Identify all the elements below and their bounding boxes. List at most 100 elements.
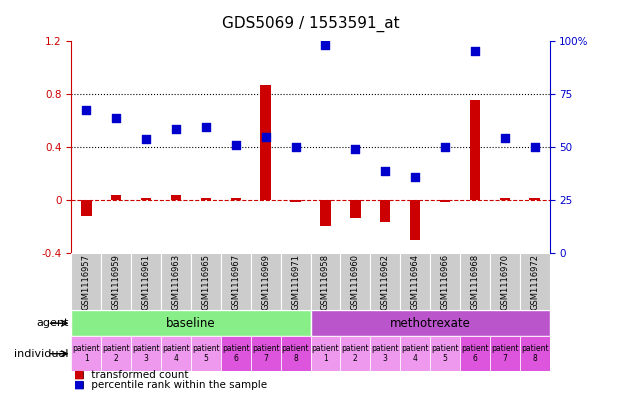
Bar <box>340 336 370 371</box>
Bar <box>380 200 391 222</box>
Point <box>201 124 211 130</box>
Text: ■  percentile rank within the sample: ■ percentile rank within the sample <box>75 380 266 390</box>
Bar <box>530 198 540 200</box>
Bar <box>520 336 550 371</box>
Bar <box>201 198 211 200</box>
Point <box>171 126 181 132</box>
Bar <box>340 253 370 310</box>
Point <box>291 144 301 151</box>
Text: ■: ■ <box>75 380 84 390</box>
Bar <box>141 198 152 200</box>
Point <box>530 144 540 151</box>
Bar <box>171 195 181 200</box>
Text: GSM1116971: GSM1116971 <box>291 254 300 310</box>
Bar <box>81 200 91 216</box>
Text: GDS5069 / 1553591_at: GDS5069 / 1553591_at <box>222 16 399 32</box>
Text: patient
4: patient 4 <box>162 344 190 364</box>
Bar <box>131 253 161 310</box>
Bar <box>460 253 490 310</box>
Text: GSM1116966: GSM1116966 <box>440 254 450 310</box>
Bar <box>191 336 221 371</box>
Bar <box>260 85 271 200</box>
Text: GSM1116969: GSM1116969 <box>261 254 270 310</box>
Bar <box>161 336 191 371</box>
Bar <box>469 99 480 200</box>
Text: patient
7: patient 7 <box>252 344 279 364</box>
Bar <box>71 336 101 371</box>
Bar <box>440 200 450 202</box>
Bar <box>281 336 310 371</box>
Point <box>440 144 450 151</box>
Text: individual: individual <box>14 349 68 359</box>
Point <box>380 168 390 174</box>
Text: GSM1116972: GSM1116972 <box>530 254 539 310</box>
Text: patient
3: patient 3 <box>132 344 160 364</box>
Text: patient
5: patient 5 <box>431 344 459 364</box>
Bar <box>191 253 221 310</box>
Point <box>231 141 241 148</box>
Text: methotrexate: methotrexate <box>389 317 471 330</box>
Bar <box>251 336 281 371</box>
Point <box>261 134 271 140</box>
Text: GSM1116968: GSM1116968 <box>470 254 479 310</box>
Text: patient
1: patient 1 <box>312 344 339 364</box>
Bar <box>310 310 550 336</box>
Bar <box>221 253 251 310</box>
Text: patient
6: patient 6 <box>222 344 250 364</box>
Bar <box>230 198 241 200</box>
Bar <box>430 253 460 310</box>
Text: GSM1116960: GSM1116960 <box>351 254 360 310</box>
Text: GSM1116967: GSM1116967 <box>231 254 240 310</box>
Text: patient
1: patient 1 <box>73 344 100 364</box>
Text: patient
2: patient 2 <box>102 344 130 364</box>
Text: baseline: baseline <box>166 317 215 330</box>
Text: GSM1116965: GSM1116965 <box>201 254 211 310</box>
Bar <box>251 253 281 310</box>
Text: ■  transformed count: ■ transformed count <box>75 370 188 380</box>
Bar <box>101 336 131 371</box>
Bar <box>520 253 550 310</box>
Point <box>320 42 330 48</box>
Point <box>500 135 510 141</box>
Text: patient
5: patient 5 <box>192 344 220 364</box>
Bar <box>400 336 430 371</box>
Bar <box>460 336 490 371</box>
Text: patient
7: patient 7 <box>491 344 519 364</box>
Bar <box>490 336 520 371</box>
Text: GSM1116963: GSM1116963 <box>171 254 181 310</box>
Point <box>350 145 360 152</box>
Bar <box>370 253 400 310</box>
Bar <box>101 253 131 310</box>
Text: GSM1116959: GSM1116959 <box>112 254 120 310</box>
Bar <box>490 253 520 310</box>
Text: patient
4: patient 4 <box>401 344 429 364</box>
Bar <box>310 253 340 310</box>
Bar <box>161 253 191 310</box>
Point <box>81 107 91 113</box>
Bar <box>310 336 340 371</box>
Bar <box>71 310 310 336</box>
Bar <box>430 336 460 371</box>
Bar <box>131 336 161 371</box>
Text: agent: agent <box>36 318 68 328</box>
Text: GSM1116964: GSM1116964 <box>410 254 420 310</box>
Point <box>141 136 151 143</box>
Text: GSM1116961: GSM1116961 <box>142 254 151 310</box>
Bar <box>281 253 310 310</box>
Bar <box>71 253 101 310</box>
Text: patient
8: patient 8 <box>282 344 309 364</box>
Text: patient
8: patient 8 <box>521 344 548 364</box>
Text: ■: ■ <box>75 370 84 380</box>
Bar <box>221 336 251 371</box>
Text: GSM1116970: GSM1116970 <box>501 254 509 310</box>
Text: patient
2: patient 2 <box>342 344 369 364</box>
Bar <box>320 200 330 226</box>
Bar <box>111 195 122 200</box>
Text: GSM1116962: GSM1116962 <box>381 254 390 310</box>
Bar <box>370 336 400 371</box>
Text: patient
6: patient 6 <box>461 344 489 364</box>
Text: GSM1116957: GSM1116957 <box>82 254 91 310</box>
Bar <box>400 253 430 310</box>
Bar <box>499 198 510 200</box>
Text: GSM1116958: GSM1116958 <box>321 254 330 310</box>
